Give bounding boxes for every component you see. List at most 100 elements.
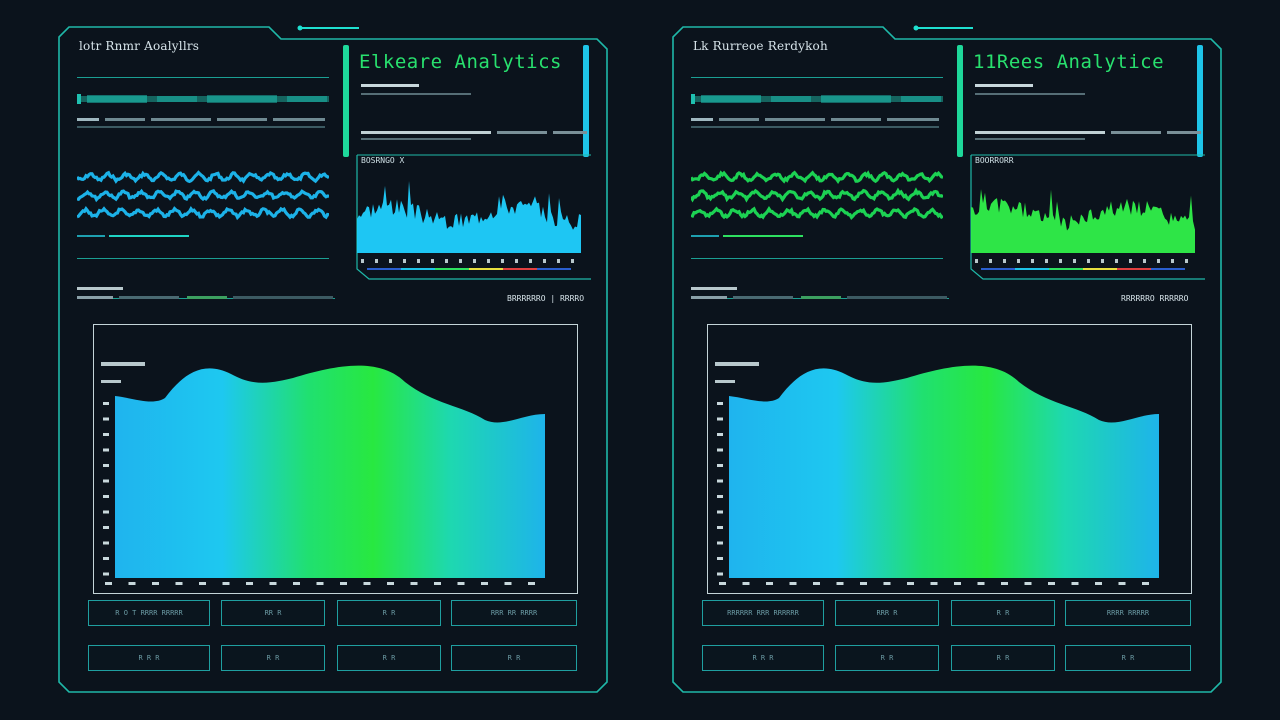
- x-tick: [340, 582, 347, 585]
- x-tick: [105, 582, 112, 585]
- progress-line: [691, 235, 803, 237]
- chart-area: [115, 365, 545, 578]
- spectrum-tick: [571, 259, 574, 263]
- color-band: [1015, 268, 1049, 270]
- spectrum-chart: [357, 181, 581, 270]
- glitch-text-bar: [77, 94, 329, 104]
- y-tick: [717, 402, 723, 405]
- control-button[interactable]: R R R: [702, 645, 824, 671]
- x-tick: [789, 582, 797, 585]
- control-button[interactable]: R R: [835, 645, 939, 671]
- spectrum-tick: [445, 259, 448, 263]
- y-tick: [103, 510, 109, 514]
- wave-signal: [691, 170, 943, 221]
- spectrum-tick: [515, 259, 518, 263]
- y-tick: [717, 464, 723, 467]
- spectrum-tick: [529, 259, 532, 263]
- y-tick: [103, 572, 109, 576]
- brand-subtext: [361, 84, 587, 140]
- x-tick: [766, 582, 773, 585]
- spectrum-area: [357, 181, 581, 253]
- color-band: [401, 268, 435, 270]
- spectrum-tick: [1157, 259, 1160, 263]
- spectrum-tick: [417, 259, 420, 263]
- brand-box-frame: [343, 45, 589, 157]
- color-band: [367, 268, 401, 270]
- color-band: [1151, 268, 1185, 270]
- panel-frame: [672, 25, 1222, 693]
- y-tick: [103, 495, 109, 498]
- x-tick: [175, 582, 183, 585]
- x-tick: [907, 582, 914, 585]
- spectrum-tick: [403, 259, 406, 263]
- control-button[interactable]: R R: [337, 600, 441, 626]
- spectrum-tick: [1073, 259, 1076, 263]
- control-button[interactable]: RRRRRR RRR RRRRRR: [702, 600, 824, 626]
- small-text-row: [691, 118, 939, 121]
- y-tick: [717, 433, 723, 436]
- x-tick: [316, 582, 324, 585]
- area-chart-frame: [707, 324, 1192, 594]
- color-band: [537, 268, 571, 270]
- x-tick: [457, 582, 465, 585]
- control-button[interactable]: RR R: [221, 600, 325, 626]
- x-tick: [1048, 582, 1055, 585]
- spectrum-label: BOSRNGO X: [361, 156, 405, 165]
- control-button[interactable]: R R: [951, 600, 1055, 626]
- control-button[interactable]: R R: [951, 645, 1055, 671]
- brand-title: 11Rees Analytice: [973, 51, 1165, 73]
- control-button[interactable]: R R R: [88, 645, 210, 671]
- spectrum-tick: [975, 259, 978, 263]
- brand-box-frame: [957, 45, 1203, 157]
- x-tick: [410, 582, 418, 585]
- chart-subheading: [101, 380, 121, 383]
- x-tick: [954, 582, 961, 585]
- control-button[interactable]: R R: [1065, 645, 1191, 671]
- spectrum-tick: [1059, 259, 1062, 263]
- area-chart-frame: [93, 324, 578, 594]
- spectrum-tick: [501, 259, 504, 263]
- spectrum-tick: [1129, 259, 1132, 263]
- spectrum-frame: [356, 154, 591, 280]
- x-tick: [1071, 582, 1079, 585]
- panel-frame: [58, 25, 608, 693]
- color-band: [1083, 268, 1117, 270]
- x-tick: [363, 582, 371, 585]
- control-button[interactable]: RRR R: [835, 600, 939, 626]
- y-tick: [103, 557, 109, 560]
- spectrum-tick: [1143, 259, 1146, 263]
- control-button[interactable]: RRR RR RRRR: [451, 600, 577, 626]
- control-button[interactable]: R O T RRRR RRRRR: [88, 600, 210, 626]
- spectrum-tick: [361, 259, 364, 263]
- chart-area: [729, 365, 1159, 578]
- x-tick: [883, 582, 891, 585]
- color-band: [435, 268, 469, 270]
- x-tick: [293, 582, 300, 585]
- divider: [77, 258, 329, 259]
- spectrum-tick: [1087, 259, 1090, 263]
- divider: [691, 77, 943, 78]
- small-text-row: [691, 126, 939, 128]
- wave-line: [77, 170, 329, 184]
- panel-title: lotr Rnmr Aoalyllrs: [79, 39, 200, 53]
- control-button[interactable]: R R: [221, 645, 325, 671]
- wave-line: [77, 205, 329, 221]
- y-tick: [103, 417, 109, 421]
- control-button[interactable]: R R: [337, 645, 441, 671]
- control-button[interactable]: R R: [451, 645, 577, 671]
- spectrum-tick: [557, 259, 560, 263]
- y-tick: [717, 479, 723, 483]
- spectrum-tick: [473, 259, 476, 263]
- spectrum-chart: [971, 189, 1195, 270]
- spectrum-tick: [1185, 259, 1188, 263]
- spectrum-tick: [989, 259, 992, 263]
- x-tick: [504, 582, 512, 585]
- small-text-row: [77, 126, 325, 128]
- y-tick: [103, 526, 109, 529]
- wave-line: [691, 170, 943, 184]
- x-tick: [1024, 582, 1032, 585]
- control-button[interactable]: RRRR RRRRR: [1065, 600, 1191, 626]
- y-tick: [717, 417, 723, 421]
- mid-status-text: [77, 287, 333, 299]
- y-tick: [717, 510, 723, 514]
